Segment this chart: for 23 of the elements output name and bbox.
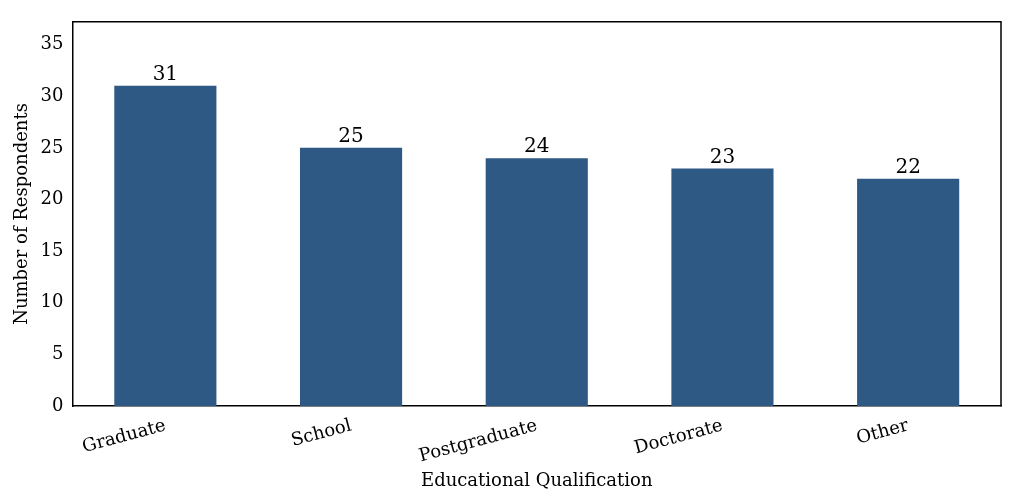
y-tick-label: 20 [40,187,64,209]
x-tick-label: Graduate [79,413,168,457]
bar [671,168,774,407]
y-tick-label: 30 [40,83,64,105]
y-tick-label: 10 [40,290,64,312]
data-label: 23 [709,143,736,168]
bar [114,85,217,407]
bar [857,178,960,407]
data-label: 22 [895,154,921,179]
x-axis-title: Educational Qualification [420,468,653,490]
y-tick-label: 0 [52,393,64,415]
x-tick-label: Other [853,413,911,448]
y-tick-label: 25 [40,135,64,157]
data-label: 25 [338,123,364,148]
bar [485,158,588,407]
y-tick-label: 5 [52,342,64,364]
x-tick-label: School [288,413,354,450]
y-axis-title: Number of Respondents [10,103,32,325]
data-label: 24 [524,133,550,158]
data-label: 31 [152,61,179,86]
bar [299,147,403,407]
y-tick-label: 35 [40,32,64,54]
y-tick-label: 15 [40,238,64,260]
